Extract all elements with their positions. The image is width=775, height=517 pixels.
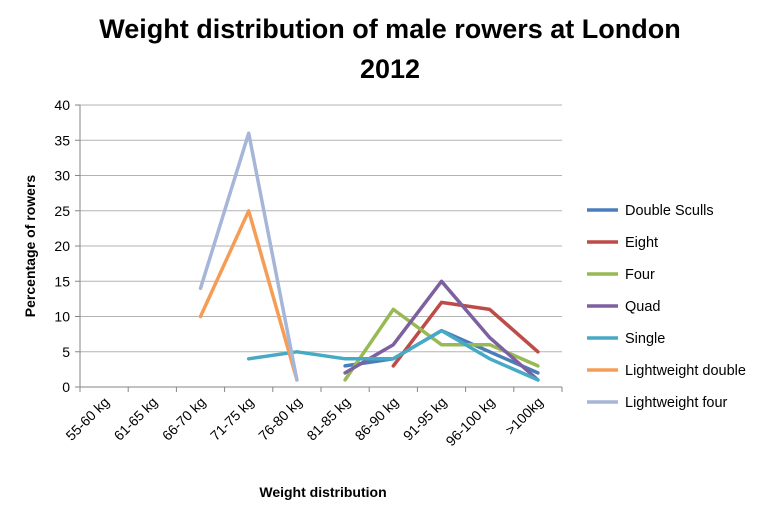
y-tick-label: 30: [54, 168, 70, 184]
series-line-quad: [343, 279, 540, 382]
legend-label: Four: [625, 267, 655, 283]
legend-label: Lightweight double: [625, 363, 746, 379]
x-tick-label: 61-65 kg: [111, 394, 161, 444]
y-tick-label: 20: [54, 238, 70, 254]
x-axis-title: Weight distribution: [259, 484, 386, 500]
x-tick-label: 91-95 kg: [400, 394, 450, 444]
chart-title-line-1: Weight distribution of male rowers at Lo…: [99, 14, 681, 44]
y-tick-label: 0: [62, 379, 70, 395]
x-tick-label: 76-80 kg: [255, 394, 305, 444]
x-tick-label: 96-100 kg: [442, 394, 497, 449]
series-line-eight: [391, 300, 540, 368]
series-line-lightweight-four: [198, 131, 299, 382]
y-tick-label: 35: [54, 132, 70, 148]
series-lines: [198, 131, 540, 382]
x-tick-label: 81-85 kg: [303, 394, 353, 444]
y-tick-label: 10: [54, 309, 70, 325]
x-tick-label: 66-70 kg: [159, 394, 209, 444]
y-tick-label: 40: [54, 97, 70, 113]
x-tick-label: 86-90 kg: [352, 394, 402, 444]
y-tick-label: 5: [62, 344, 70, 360]
x-tick-label: 71-75 kg: [207, 394, 257, 444]
y-tick-label: 25: [54, 203, 70, 219]
series-line-four: [343, 307, 540, 382]
x-tick-label: >100kg: [502, 394, 546, 438]
chart-title-line-2: 2012: [360, 54, 420, 84]
y-axis-title: Percentage of rowers: [22, 175, 38, 318]
gridlines: [80, 104, 562, 353]
legend-label: Single: [625, 331, 665, 347]
series-line-single: [246, 328, 540, 382]
legend-label: Lightweight four: [625, 395, 728, 411]
y-tick-labels: 0 5 10 15 20 25 30 35 40: [54, 97, 70, 395]
axes: [75, 104, 563, 392]
legend-label: Quad: [625, 299, 660, 315]
legend-label: Double Sculls: [625, 203, 714, 219]
y-tick-label: 15: [54, 273, 70, 289]
legend-label: Eight: [625, 235, 658, 251]
legend: Double Sculls Eight Four Quad Single Lightwei…: [587, 203, 746, 411]
x-tick-label: 55-60 kg: [62, 394, 112, 444]
series-line-lightweight-double: [198, 209, 299, 382]
